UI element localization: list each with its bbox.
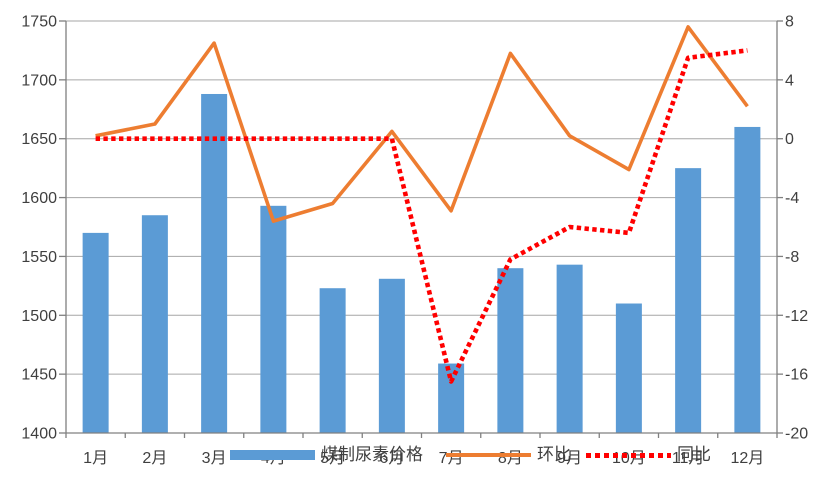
right-axis-label: -16 bbox=[785, 367, 808, 384]
right-axis-label: -8 bbox=[785, 249, 799, 266]
bar-8月 bbox=[497, 268, 524, 433]
legend-item-yoy: 同比 bbox=[586, 444, 711, 466]
yoy-line-series bbox=[95, 48, 748, 384]
right-axis-label: -12 bbox=[785, 308, 808, 325]
bar-9月 bbox=[556, 264, 583, 433]
legend-label-price: 煤制尿素价格 bbox=[321, 445, 423, 464]
right-axis-label: 0 bbox=[785, 131, 794, 148]
bar-1月 bbox=[82, 232, 109, 433]
legend-label-mom: 环比 bbox=[537, 445, 571, 464]
yoy-line-swatch bbox=[586, 452, 671, 458]
x-axis-label: 9月 bbox=[557, 450, 582, 467]
legend-label-yoy: 同比 bbox=[677, 445, 711, 464]
x-axis-label: 11月 bbox=[672, 450, 705, 467]
left-axis-label: 1700 bbox=[21, 72, 57, 89]
mom-line-series bbox=[95, 25, 749, 223]
bar-10月 bbox=[615, 303, 642, 433]
x-axis-label: 2月 bbox=[142, 450, 167, 467]
chart-legend: 煤制尿素价格 环比 同比 bbox=[230, 444, 711, 466]
right-axis-label: 4 bbox=[785, 72, 794, 89]
bar-12月 bbox=[734, 126, 761, 433]
bar-6月 bbox=[378, 278, 405, 433]
bar-4月 bbox=[260, 205, 287, 433]
legend-item-price: 煤制尿素价格 bbox=[230, 444, 423, 466]
left-axis-label: 1400 bbox=[21, 426, 57, 443]
left-axis-label: 1750 bbox=[21, 14, 57, 31]
right-axis-label: -4 bbox=[785, 190, 799, 207]
bar-5月 bbox=[319, 288, 346, 433]
bar-11月 bbox=[675, 168, 702, 433]
bar-3月 bbox=[201, 93, 228, 434]
legend-item-mom: 环比 bbox=[446, 444, 571, 466]
x-axis-label: 6月 bbox=[379, 450, 404, 467]
x-axis-label: 12月 bbox=[730, 450, 764, 467]
x-axis-label: 5月 bbox=[320, 450, 345, 467]
x-axis-label: 3月 bbox=[202, 450, 227, 467]
left-axis-label: 1450 bbox=[21, 367, 57, 384]
left-axis-label: 1650 bbox=[21, 131, 57, 148]
right-axis-label: -20 bbox=[785, 426, 808, 443]
right-axis-label: 8 bbox=[785, 14, 794, 31]
left-axis-label: 1550 bbox=[21, 249, 57, 266]
left-axis-label: 1500 bbox=[21, 308, 57, 325]
mom-line-swatch bbox=[446, 453, 531, 457]
bar-2月 bbox=[141, 215, 168, 433]
x-axis-label: 1月 bbox=[83, 450, 108, 467]
left-axis-label: 1600 bbox=[21, 190, 57, 207]
bar-series-swatch bbox=[230, 450, 315, 460]
